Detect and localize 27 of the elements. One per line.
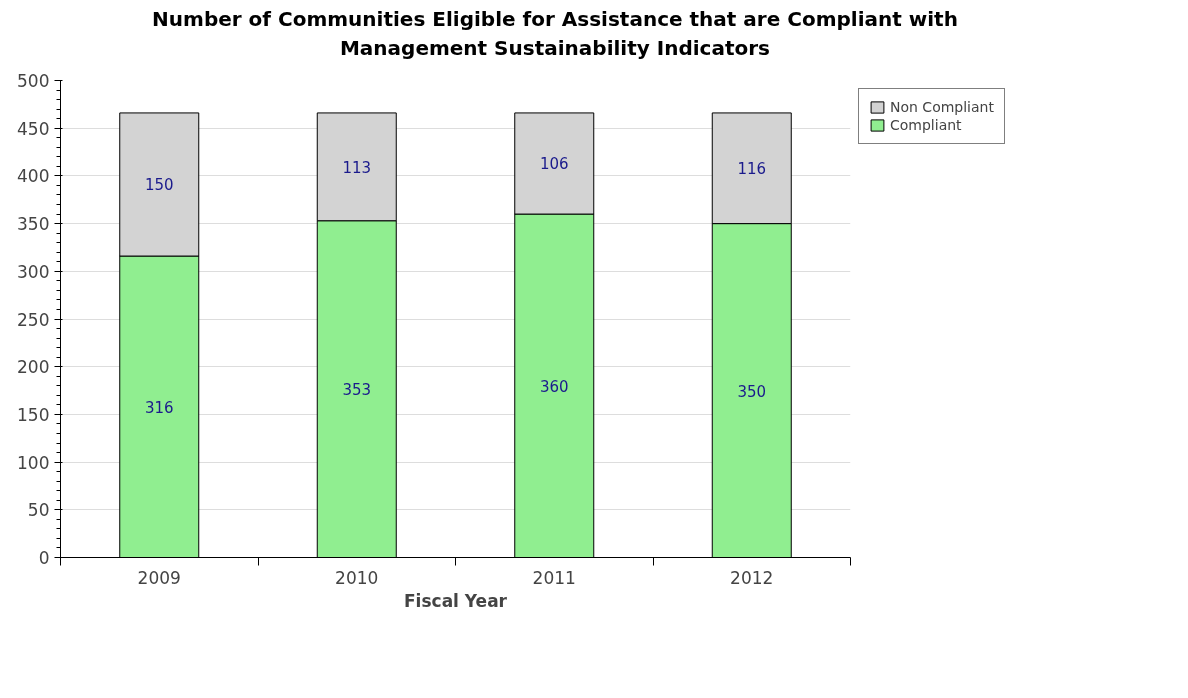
- x-tick-label: 2011: [532, 567, 576, 588]
- y-tick-label: 200: [17, 357, 50, 378]
- legend-label: Compliant: [890, 117, 962, 133]
- data-label: 116: [737, 160, 767, 179]
- y-tick-label: 350: [17, 214, 50, 235]
- x-tick-label: 2012: [730, 567, 774, 588]
- x-axis-title: Fiscal Year: [404, 590, 508, 611]
- y-tick-label: 300: [17, 261, 50, 282]
- y-tick-label: 100: [17, 452, 50, 473]
- y-tick-label: 500: [17, 71, 50, 91]
- data-label: 353: [342, 381, 372, 400]
- y-tick-label: 50: [27, 500, 50, 521]
- legend-label: Non Compliant: [890, 99, 994, 115]
- data-label: 113: [342, 158, 372, 177]
- data-label: 150: [144, 176, 174, 195]
- data-label: 350: [737, 382, 767, 401]
- x-tick-label: 2009: [137, 567, 181, 588]
- data-label: 106: [539, 155, 569, 174]
- data-label: 316: [144, 398, 174, 417]
- x-tick-label: 2010: [335, 567, 379, 588]
- y-tick-label: 0: [38, 548, 50, 568]
- data-label: 360: [539, 377, 569, 396]
- y-tick-label: 400: [17, 166, 50, 187]
- chart-title: Number of Communities Eligible for Assistance that are Compliant with Management Sustainability Indicators: [152, 6, 958, 62]
- y-tick-label: 150: [17, 404, 50, 425]
- y-tick-label: 250: [17, 309, 50, 330]
- y-tick-label: 450: [17, 118, 50, 139]
